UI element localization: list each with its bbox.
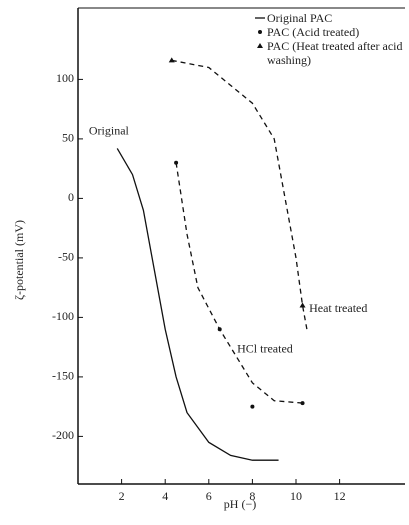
series-line xyxy=(116,148,279,461)
y-axis-label: ζ-potential (mV) xyxy=(12,220,26,300)
marker xyxy=(299,302,306,308)
legend-item: PAC (Heat treated after acid washing) xyxy=(267,39,403,67)
x-tick-label: 2 xyxy=(119,489,125,503)
series-line xyxy=(171,59,308,330)
annotation: Original xyxy=(89,124,130,138)
x-tick-label: 10 xyxy=(290,489,302,503)
y-tick-label: -150 xyxy=(52,369,74,383)
annotation: Heat treated xyxy=(309,301,367,315)
x-tick-label: 8 xyxy=(249,489,255,503)
marker xyxy=(250,404,255,409)
marker xyxy=(217,327,222,332)
annotation: HCl treated xyxy=(237,341,293,355)
legend-label: PAC (Acid treated) xyxy=(267,25,360,39)
y-tick-label: -200 xyxy=(52,428,74,442)
y-tick-label: 50 xyxy=(62,131,74,145)
x-axis-label: pH (−) xyxy=(224,497,256,511)
legend-item: Original PAC xyxy=(267,11,333,25)
x-tick-label: 6 xyxy=(206,489,212,503)
y-tick-label: 100 xyxy=(56,71,74,85)
y-tick-label: 0 xyxy=(68,190,74,204)
x-tick-label: 12 xyxy=(334,489,346,503)
y-tick-label: -50 xyxy=(58,250,74,264)
legend-swatch xyxy=(258,30,262,34)
x-tick-label: 4 xyxy=(162,489,168,503)
legend-label: Original PAC xyxy=(267,11,333,25)
marker xyxy=(168,57,175,63)
series-line xyxy=(175,162,303,404)
legend-item: PAC (Acid treated) xyxy=(267,25,360,39)
y-tick-label: -100 xyxy=(52,309,74,323)
marker xyxy=(300,401,305,406)
marker xyxy=(174,160,179,165)
legend-label: PAC (Heat treated after acid washing) xyxy=(267,39,403,67)
legend-swatch xyxy=(257,43,263,48)
